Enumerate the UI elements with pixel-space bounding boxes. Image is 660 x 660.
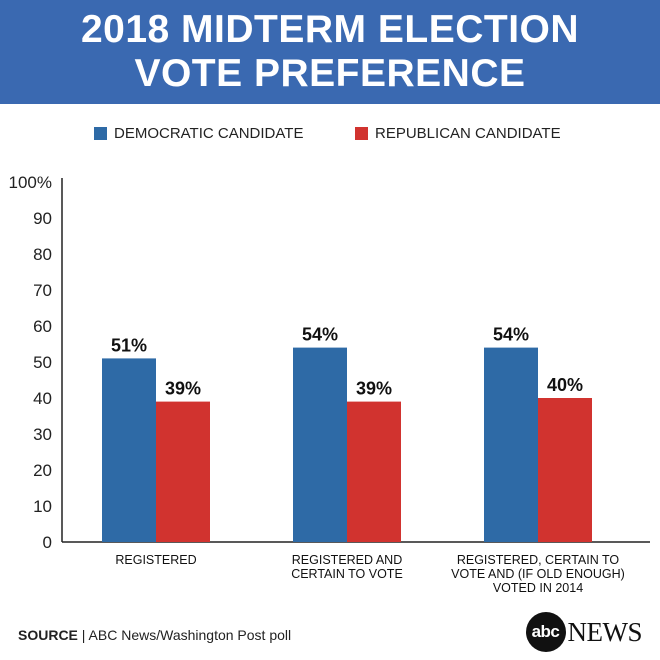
x-category-label: CERTAIN TO VOTE	[291, 567, 403, 581]
bar-democratic	[102, 358, 156, 542]
bar-chart: 0 10 20 30 40 50 60 70 80 90 100% 51% 39% REGISTERED 5…	[0, 160, 660, 600]
y-tick-label: 0	[43, 533, 52, 552]
chart-title-line-2: VOTE PREFERENCE	[134, 52, 526, 95]
legend-label-republican: REPUBLICAN CANDIDATE	[375, 125, 561, 142]
chart-title-banner: 2018 MIDTERM ELECTION VOTE PREFERENCE	[0, 0, 660, 104]
news-logo-text: NEWS	[567, 616, 643, 647]
abc-logo-mark: abc	[525, 612, 566, 652]
x-category-label: REGISTERED AND	[292, 553, 402, 567]
y-tick-label: 10	[33, 497, 52, 516]
data-label: 39%	[165, 379, 201, 399]
chart-legend: DEMOCRATIC CANDIDATE REPUBLICAN CANDIDAT…	[0, 125, 660, 147]
legend-item-democratic: DEMOCRATIC CANDIDATE	[94, 125, 303, 142]
x-category-label: REGISTERED, CERTAIN TO	[457, 553, 620, 567]
data-label: 39%	[356, 379, 392, 399]
legend-swatch-republican	[355, 127, 368, 140]
chart-title-line-1: 2018 MIDTERM ELECTION	[80, 8, 580, 51]
y-tick-label: 40	[33, 389, 52, 408]
bar-republican	[538, 398, 592, 542]
source-text: | ABC News/Washington Post poll	[81, 627, 292, 643]
data-label: 51%	[111, 335, 147, 355]
y-tick-label: 20	[33, 461, 52, 480]
x-category-label: VOTE AND (IF OLD ENOUGH)	[451, 567, 625, 581]
y-tick-label: 80	[33, 245, 52, 264]
y-tick-label: 50	[33, 353, 52, 372]
y-tick-label: 70	[33, 281, 52, 300]
x-category-label: REGISTERED	[115, 553, 196, 567]
data-label: 54%	[302, 325, 338, 345]
bar-democratic	[293, 347, 347, 542]
data-label: 40%	[547, 375, 583, 395]
legend-item-republican: REPUBLICAN CANDIDATE	[355, 125, 561, 142]
data-label: 54%	[493, 325, 529, 345]
bar-republican	[156, 401, 210, 542]
bar-chart-svg: 0 10 20 30 40 50 60 70 80 90 100% 51% 39% REGISTERED 5…	[9, 173, 650, 595]
y-tick-label: 100%	[9, 173, 52, 192]
legend-swatch-democratic	[94, 127, 107, 140]
abc-news-logo: abc NEWS	[525, 612, 643, 652]
x-category-label: VOTED IN 2014	[493, 581, 583, 595]
source-note: SOURCE | ABC News/Washington Post poll	[18, 627, 291, 643]
source-label: SOURCE	[18, 627, 78, 643]
bar-democratic	[484, 347, 538, 542]
y-tick-label: 90	[33, 209, 52, 228]
legend-label-democratic: DEMOCRATIC CANDIDATE	[114, 125, 304, 142]
y-tick-label: 60	[33, 317, 52, 336]
y-tick-label: 30	[33, 425, 52, 444]
bar-republican	[347, 401, 401, 542]
